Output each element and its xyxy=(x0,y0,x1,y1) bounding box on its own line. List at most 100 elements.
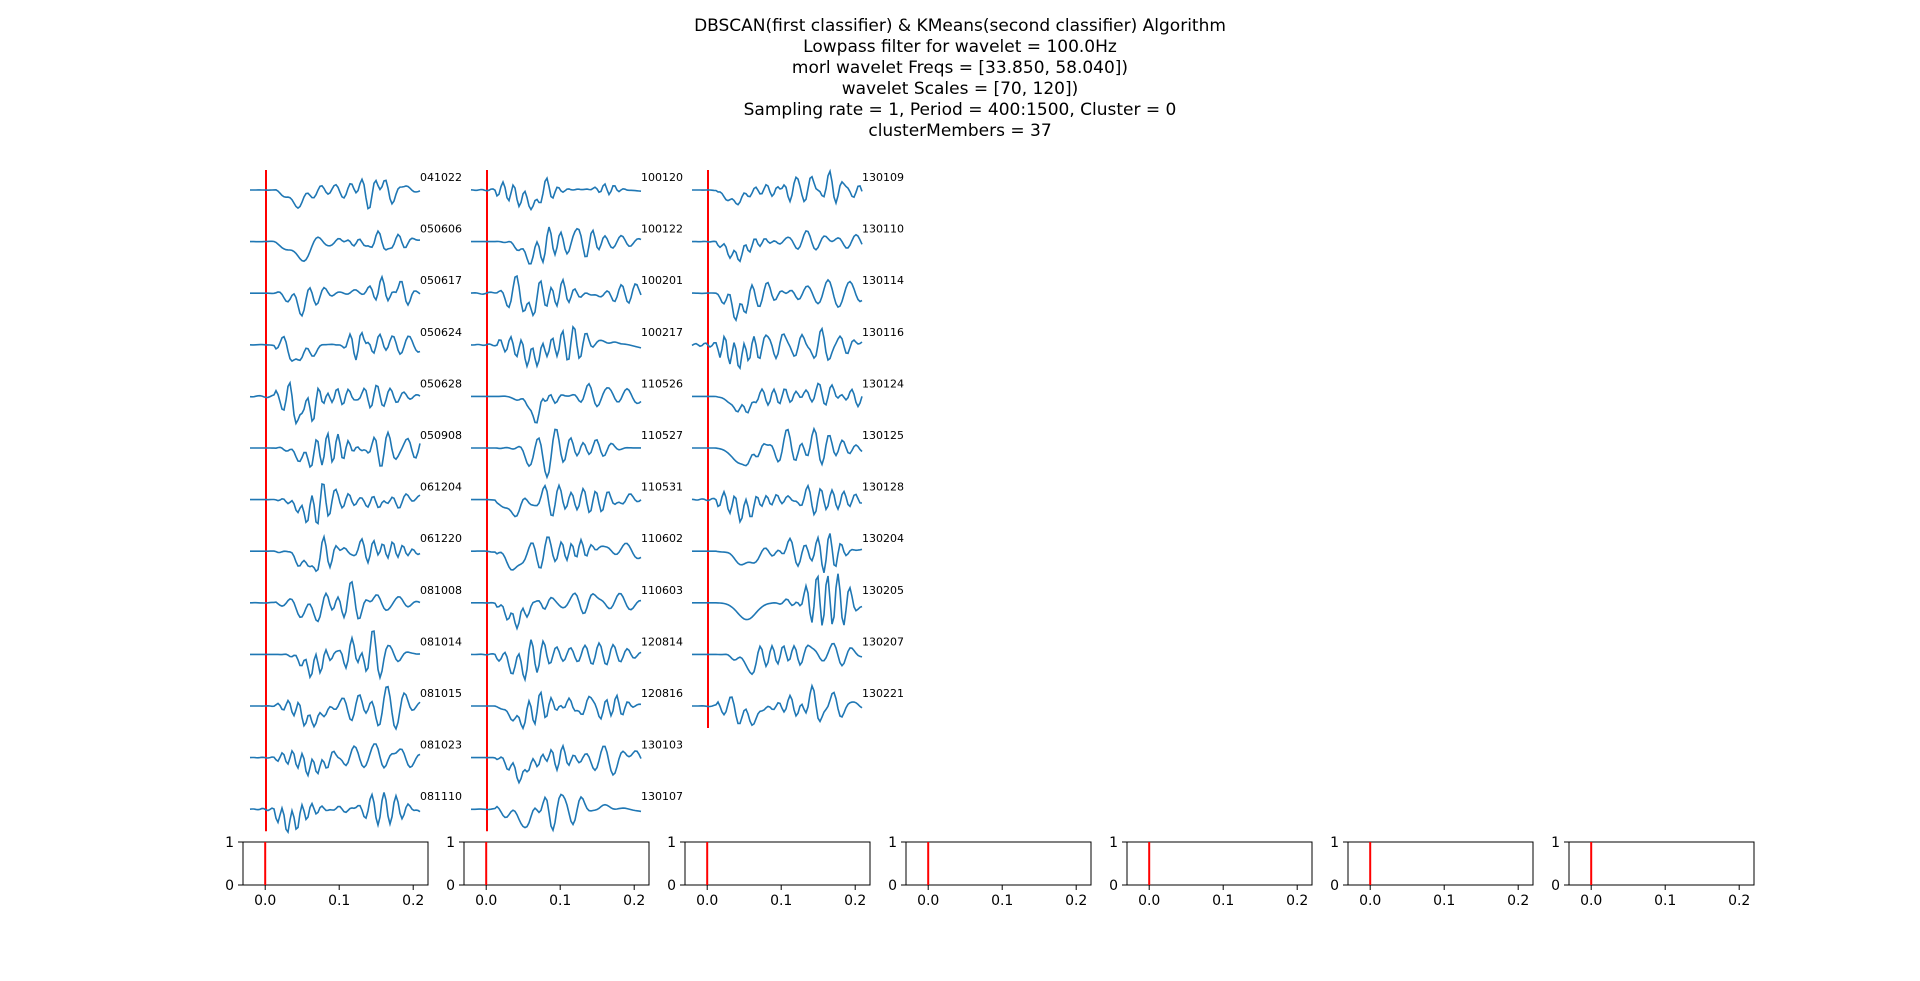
waveform-trace xyxy=(471,743,642,785)
waveform-trace xyxy=(471,382,642,424)
waveform-trace xyxy=(249,792,421,835)
waveform-trace xyxy=(250,482,421,525)
trace-label: 130109 xyxy=(862,171,904,184)
waveform-trace xyxy=(470,176,642,212)
title-line-1: DBSCAN(first classifier) & KMeans(second… xyxy=(694,16,1226,36)
trace-label: 130116 xyxy=(862,326,904,339)
y-tick-label: 0 xyxy=(1330,878,1339,894)
waveform-trace xyxy=(471,428,641,480)
x-tick-label: 0.0 xyxy=(254,893,276,909)
waveform-trace xyxy=(250,177,421,210)
trace-label: 050628 xyxy=(420,377,462,390)
trace-label: 130207 xyxy=(862,635,904,648)
waveform-trace xyxy=(692,642,863,676)
waveform-trace xyxy=(692,533,863,573)
waveform-trace xyxy=(691,483,863,525)
x-tick-label: 0.2 xyxy=(1065,893,1087,909)
x-tick-label: 0.2 xyxy=(402,893,424,909)
axes-panel-frame xyxy=(1568,841,1755,886)
axes-panel-frame xyxy=(242,841,429,886)
trace-label: 100201 xyxy=(641,274,683,287)
title-line-6: clusterMembers = 37 xyxy=(868,121,1052,141)
x-tick-label: 0.1 xyxy=(770,893,792,909)
title-line-3: morl wavelet Freqs = [33.850, 58.040]) xyxy=(791,58,1129,78)
axes-panel-frame xyxy=(1126,841,1313,886)
y-tick-label: 0 xyxy=(446,878,455,894)
waveform-trace xyxy=(250,630,421,681)
x-tick-label: 0.2 xyxy=(844,893,866,909)
waveform-trace xyxy=(250,229,421,263)
waveform-trace xyxy=(250,580,421,623)
trace-label: 050617 xyxy=(420,274,462,287)
x-tick-label: 0.2 xyxy=(1728,893,1750,909)
trace-label: 130205 xyxy=(862,584,904,597)
trace-label: 130221 xyxy=(862,687,904,700)
trace-label: 100217 xyxy=(641,326,683,339)
y-tick-label: 0 xyxy=(225,878,234,894)
waveform-trace xyxy=(471,536,642,571)
y-tick-label: 1 xyxy=(1330,835,1339,851)
trace-label: 110526 xyxy=(641,377,683,390)
waveform-trace xyxy=(471,226,642,265)
y-tick-label: 1 xyxy=(446,835,455,851)
trace-label: 081008 xyxy=(420,584,462,597)
trace-label: 050624 xyxy=(420,326,462,339)
x-tick-label: 0.2 xyxy=(1286,893,1308,909)
waveform-trace xyxy=(249,330,421,363)
trace-label: 050606 xyxy=(420,223,462,236)
waveform-trace xyxy=(470,638,642,683)
y-tick-label: 1 xyxy=(888,835,897,851)
waveform-trace xyxy=(692,382,863,414)
trace-label: 081014 xyxy=(420,635,462,648)
waveform-trace xyxy=(471,592,642,631)
waveform-trace xyxy=(250,274,421,318)
y-tick-label: 0 xyxy=(667,878,676,894)
x-tick-label: 0.0 xyxy=(475,893,497,909)
x-tick-label: 0.0 xyxy=(1359,893,1381,909)
y-tick-label: 0 xyxy=(1551,878,1560,894)
waveform-trace xyxy=(691,326,863,371)
waveform-trace xyxy=(692,168,863,206)
y-tick-label: 0 xyxy=(888,878,897,894)
trace-label: 130107 xyxy=(641,790,683,803)
waveform-trace xyxy=(250,685,421,731)
title-line-5: Sampling rate = 1, Period = 400:1500, Cl… xyxy=(743,100,1177,120)
x-tick-label: 0.0 xyxy=(917,893,939,909)
y-tick-label: 1 xyxy=(1551,835,1560,851)
trace-label: 130204 xyxy=(862,532,904,545)
trace-label: 081023 xyxy=(420,739,462,752)
axes-panel-frame xyxy=(463,841,650,886)
trace-label: 100122 xyxy=(641,223,683,236)
waveform-trace xyxy=(470,274,642,318)
trace-label: 130124 xyxy=(862,377,904,390)
title-line-4: wavelet Scales = [70, 120]) xyxy=(841,79,1079,99)
waveform-trace xyxy=(249,380,421,426)
trace-label: 130125 xyxy=(862,429,904,442)
trace-label: 061220 xyxy=(420,532,462,545)
axes-panel-frame xyxy=(1347,841,1534,886)
axes-panel-frame xyxy=(905,841,1092,886)
trace-label: 041022 xyxy=(420,171,462,184)
trace-label: 110531 xyxy=(641,481,683,494)
trace-label: 110527 xyxy=(641,429,683,442)
y-tick-label: 1 xyxy=(225,835,234,851)
trace-label: 130128 xyxy=(862,481,904,494)
waveform-trace xyxy=(471,482,642,518)
trace-label: 130110 xyxy=(862,223,904,236)
waveform-trace xyxy=(692,229,863,263)
x-tick-label: 0.1 xyxy=(1654,893,1676,909)
x-tick-label: 0.2 xyxy=(1507,893,1529,909)
trace-label: 061204 xyxy=(420,481,462,494)
x-tick-label: 0.2 xyxy=(623,893,645,909)
waveform-trace xyxy=(692,426,863,467)
waveform-trace xyxy=(692,573,863,626)
trace-label: 110603 xyxy=(641,584,683,597)
y-tick-label: 1 xyxy=(1109,835,1118,851)
axes-panel-frame xyxy=(684,841,871,886)
trace-label: 100120 xyxy=(641,171,683,184)
trace-label: 081015 xyxy=(420,687,462,700)
title-line-2: Lowpass filter for wavelet = 100.0Hz xyxy=(803,37,1117,57)
x-tick-label: 0.0 xyxy=(1580,893,1602,909)
trace-label: 120816 xyxy=(641,687,683,700)
